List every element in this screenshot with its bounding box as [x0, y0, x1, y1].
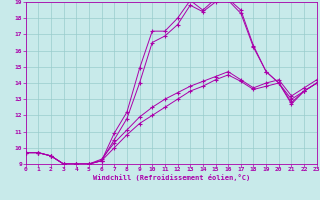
X-axis label: Windchill (Refroidissement éolien,°C): Windchill (Refroidissement éolien,°C) [92, 174, 250, 181]
